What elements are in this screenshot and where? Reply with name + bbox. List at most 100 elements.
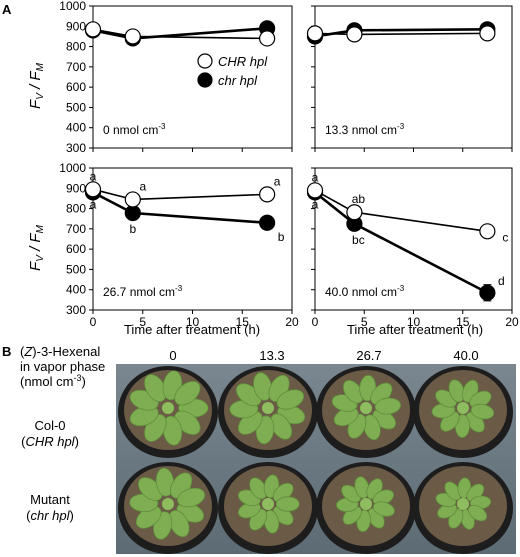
y-tick-label: 400 xyxy=(66,121,86,135)
x-tick-label: 0 xyxy=(312,315,319,329)
hexenal-label-line2: in vapor phase xyxy=(20,359,105,374)
y-tick-label: 800 xyxy=(66,202,86,216)
row-label-mutant: Mutant xyxy=(30,492,70,507)
legend: CHR hpl chr hpl xyxy=(197,53,268,88)
rosette-center xyxy=(262,498,274,510)
leaf xyxy=(275,496,300,512)
concentration-label: 0 nmol cm-3 xyxy=(103,122,166,137)
y-tick-label: 900 xyxy=(66,19,86,33)
data-point xyxy=(124,191,141,208)
svg-text:FV / FM: FV / FM xyxy=(27,224,46,271)
series-line-0 xyxy=(92,188,268,201)
data-point xyxy=(84,181,102,198)
pot-r0-c3 xyxy=(413,366,513,458)
row-genotype-col0: (CHR hpl) xyxy=(21,434,79,449)
leaf xyxy=(276,389,305,410)
data-point xyxy=(346,26,363,43)
significance-letter: d xyxy=(498,274,505,288)
x-tick-label: 5 xyxy=(361,315,368,329)
rosette-center xyxy=(262,402,274,414)
x-tick-label: 10 xyxy=(407,315,421,329)
data-point xyxy=(124,28,141,45)
panel-label-b: B xyxy=(2,344,11,359)
y-tick-label: 500 xyxy=(66,262,86,276)
y-tick-label: 600 xyxy=(66,80,86,94)
pot-r0-c0 xyxy=(118,366,218,458)
svg-text:FV / FM: FV / FM xyxy=(27,62,46,109)
concentration-label: 26.7 nmol cm-3 xyxy=(103,284,183,299)
plant-photo xyxy=(116,364,516,554)
significance-letter: a xyxy=(274,174,281,188)
leaf xyxy=(470,403,495,420)
pot-r1-c1 xyxy=(218,462,318,554)
y-tick-label: 1000 xyxy=(59,0,86,13)
column-label-0: 0 xyxy=(169,348,176,363)
data-point xyxy=(259,186,276,203)
significance-letter: ab xyxy=(352,192,366,206)
x-tick-label: 15 xyxy=(236,315,250,329)
leaf xyxy=(372,501,395,517)
significance-letter: b xyxy=(129,222,136,236)
pot-r1-c3 xyxy=(413,462,513,554)
rosette-center xyxy=(457,498,469,510)
leaf xyxy=(177,487,206,508)
significance-letter: a xyxy=(139,179,146,193)
rosette-center xyxy=(360,402,372,414)
significance-letter: a xyxy=(312,197,319,211)
significance-letter: a xyxy=(90,169,97,183)
chart-panel-26-7-nmol: 300 400 500 600 700 800 900 1000 0 5 10 15 20 26.7 nm… xyxy=(59,161,299,329)
significance-letter: a xyxy=(90,197,97,211)
x-tick-label: 20 xyxy=(285,315,299,329)
y-tick-label: 1000 xyxy=(59,161,86,175)
column-label-1: 13.3 xyxy=(259,348,284,363)
data-point xyxy=(259,30,276,47)
significance-letter: bc xyxy=(352,233,365,247)
hexenal-label-line1: (Z)-3-Hexenal xyxy=(20,344,100,359)
column-label-3: 40.0 xyxy=(453,348,478,363)
x-tick-label: 10 xyxy=(186,315,200,329)
y-tick-label: 600 xyxy=(66,242,86,256)
y-tick-label: 500 xyxy=(66,100,86,114)
series-line-0 xyxy=(314,189,488,233)
pot-r1-c2 xyxy=(316,462,416,554)
row-label-col0: Col-0 xyxy=(34,418,65,433)
data-point xyxy=(479,223,496,240)
y-tick-label: 700 xyxy=(66,60,86,74)
concentration-label: 40.0 nmol cm-3 xyxy=(325,284,405,299)
rosette-center xyxy=(162,402,174,414)
leaf xyxy=(174,381,201,406)
panel-label-a: A xyxy=(2,2,12,17)
legend-marker-open xyxy=(197,53,213,69)
data-point xyxy=(479,25,496,42)
leaf xyxy=(467,504,488,522)
data-point xyxy=(84,21,102,38)
pot-r1-c0 xyxy=(118,462,218,554)
x-axis-label-right: Time after treatment (h) xyxy=(347,322,483,337)
data-point xyxy=(306,25,324,42)
y-tick-label: 300 xyxy=(66,141,86,155)
row-genotype-mutant: (chr hpl) xyxy=(26,508,74,523)
hexenal-label-line3: (nmol cm-3) xyxy=(20,373,86,389)
y-tick-label: 800 xyxy=(66,40,86,54)
series-line-0 xyxy=(314,32,488,36)
y-tick-label: 900 xyxy=(66,181,86,195)
y-axis-label-bottom: FV / FM xyxy=(27,224,46,271)
data-point xyxy=(306,182,324,199)
rosette-center xyxy=(162,498,174,510)
data-point xyxy=(479,284,496,301)
rosette-center xyxy=(457,402,469,414)
rosette-center xyxy=(360,498,372,510)
leaf xyxy=(374,397,402,415)
data-point xyxy=(259,214,276,231)
x-axis-label-left: Time after treatment (h) xyxy=(124,322,260,337)
chart-panel-0-nmol: 300 400 500 600 700 800 900 1000 0 nmol cm-3 xyxy=(59,0,293,155)
series-line-1 xyxy=(314,191,488,294)
concentration-label: 13.3 nmol cm-3 xyxy=(325,122,405,137)
y-axis-label-top: FV / FM xyxy=(27,62,46,109)
significance-letter: a xyxy=(312,170,319,184)
y-tick-label: 300 xyxy=(66,303,86,317)
pot-r0-c1 xyxy=(218,366,318,458)
significance-letter: c xyxy=(502,230,508,244)
